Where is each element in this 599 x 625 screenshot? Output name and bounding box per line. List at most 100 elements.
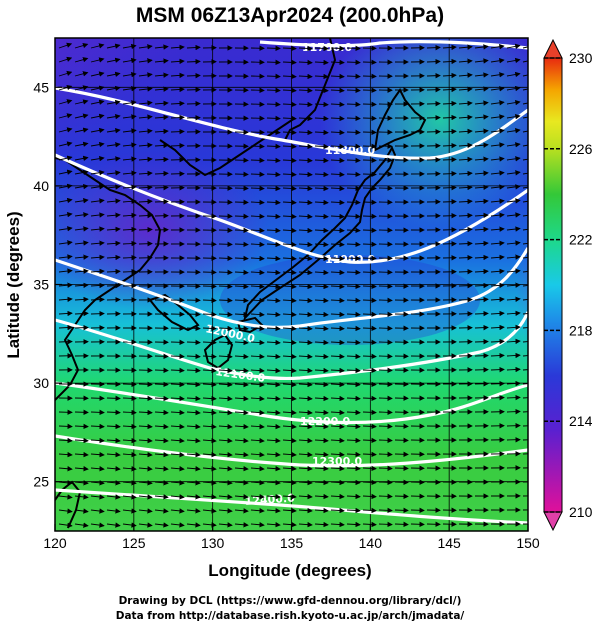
wind-arrow [298, 59, 313, 66]
wind-arrow [362, 465, 377, 472]
wind-arrow [90, 409, 105, 416]
wind-arrow [122, 57, 137, 64]
wind-arrow [74, 324, 89, 331]
y-tick-label: 35 [33, 277, 49, 293]
wind-arrow [266, 339, 281, 346]
wind-arrow [474, 86, 489, 92]
wind-arrow [330, 493, 345, 500]
wind-vectors [58, 42, 528, 528]
wind-arrow [74, 508, 89, 514]
wind-arrow [58, 127, 73, 133]
wind-arrow [202, 395, 217, 402]
wind-arrow [58, 338, 73, 345]
wind-arrow [90, 170, 105, 176]
wind-arrow [90, 43, 105, 49]
wind-arrow [234, 494, 249, 500]
wind-arrow [314, 115, 329, 122]
wind-arrow [250, 339, 265, 346]
wind-arrow [314, 241, 329, 248]
wind-arrow [170, 128, 185, 135]
wind-arrow [490, 254, 505, 260]
wind-arrow [378, 465, 393, 472]
wind-arrow [282, 507, 297, 514]
wind-arrow [490, 338, 505, 345]
wind-arrow [218, 452, 233, 458]
wind-arrow [298, 465, 313, 472]
wind-arrow [266, 73, 281, 80]
wind-arrow [266, 227, 281, 234]
wind-arrow [266, 213, 281, 220]
colorbar-ticks: 230 226 222 218 214 210 [544, 50, 593, 520]
wind-arrow [346, 325, 361, 332]
wind-arrow [442, 142, 457, 149]
wind-arrow [522, 425, 528, 427]
wind-arrow [346, 255, 361, 262]
wind-arrow [202, 367, 217, 374]
wind-arrow [298, 479, 313, 486]
colorbar-tick-label: 214 [569, 413, 593, 429]
wind-arrow [346, 521, 361, 528]
wind-arrow [106, 423, 121, 430]
wind-arrow [330, 269, 345, 276]
wind-arrow [442, 170, 457, 177]
wind-arrow [58, 197, 73, 204]
wind-arrow [186, 423, 201, 430]
wind-arrow [298, 437, 313, 444]
colorbar: 230 226 222 218 214 210 [543, 38, 593, 532]
wind-arrow [490, 170, 505, 176]
wind-arrow [266, 269, 281, 276]
wind-arrow [346, 423, 361, 430]
wind-arrow [490, 352, 505, 359]
wind-arrow [154, 508, 169, 514]
wind-arrow [346, 171, 361, 178]
wind-arrow [250, 171, 265, 178]
wind-arrow [234, 423, 249, 430]
wind-arrow [266, 143, 281, 150]
wind-arrow [170, 423, 185, 430]
wind-arrow [362, 255, 377, 262]
wind-arrow [378, 437, 393, 444]
wind-arrow [490, 380, 505, 387]
wind-arrow [474, 100, 489, 106]
wind-arrow [314, 451, 329, 458]
wind-arrow [298, 73, 313, 80]
wind-arrow [90, 113, 105, 119]
wind-arrow [74, 71, 89, 77]
wind-arrow [506, 394, 521, 401]
wind-arrow [266, 493, 281, 500]
wind-arrow [362, 297, 377, 304]
contour-label: 12300.0 [312, 455, 362, 468]
wind-arrow [362, 367, 377, 374]
wind-arrow [106, 494, 121, 500]
wind-arrow [154, 480, 169, 486]
wind-arrow [522, 270, 528, 273]
wind-arrow [234, 437, 249, 444]
wind-arrow [346, 129, 361, 136]
wind-arrow [170, 142, 185, 149]
wind-arrow [314, 199, 329, 206]
wind-arrow [298, 143, 313, 150]
wind-arrow [74, 127, 89, 133]
wind-arrow [506, 226, 521, 232]
wind-arrow [506, 128, 521, 134]
wind-arrow [458, 268, 473, 275]
wind-arrow [330, 171, 345, 178]
wind-arrow [58, 155, 73, 161]
wind-arrow [522, 74, 528, 77]
wind-arrow [138, 184, 153, 191]
wind-arrow [106, 85, 121, 92]
wind-arrow [282, 101, 297, 108]
wind-arrow [490, 212, 505, 218]
wind-arrow [266, 311, 281, 318]
wind-arrow [282, 213, 297, 220]
wind-arrow [490, 240, 505, 246]
x-tick-label: 145 [437, 535, 461, 551]
wind-arrow [90, 466, 105, 472]
x-tick-label: 125 [122, 535, 146, 551]
wind-arrow [298, 255, 313, 262]
wind-arrow [314, 269, 329, 276]
wind-arrow [218, 480, 233, 486]
wind-arrow [122, 466, 137, 472]
wind-arrow [330, 367, 345, 374]
wind-arrow [106, 212, 121, 218]
